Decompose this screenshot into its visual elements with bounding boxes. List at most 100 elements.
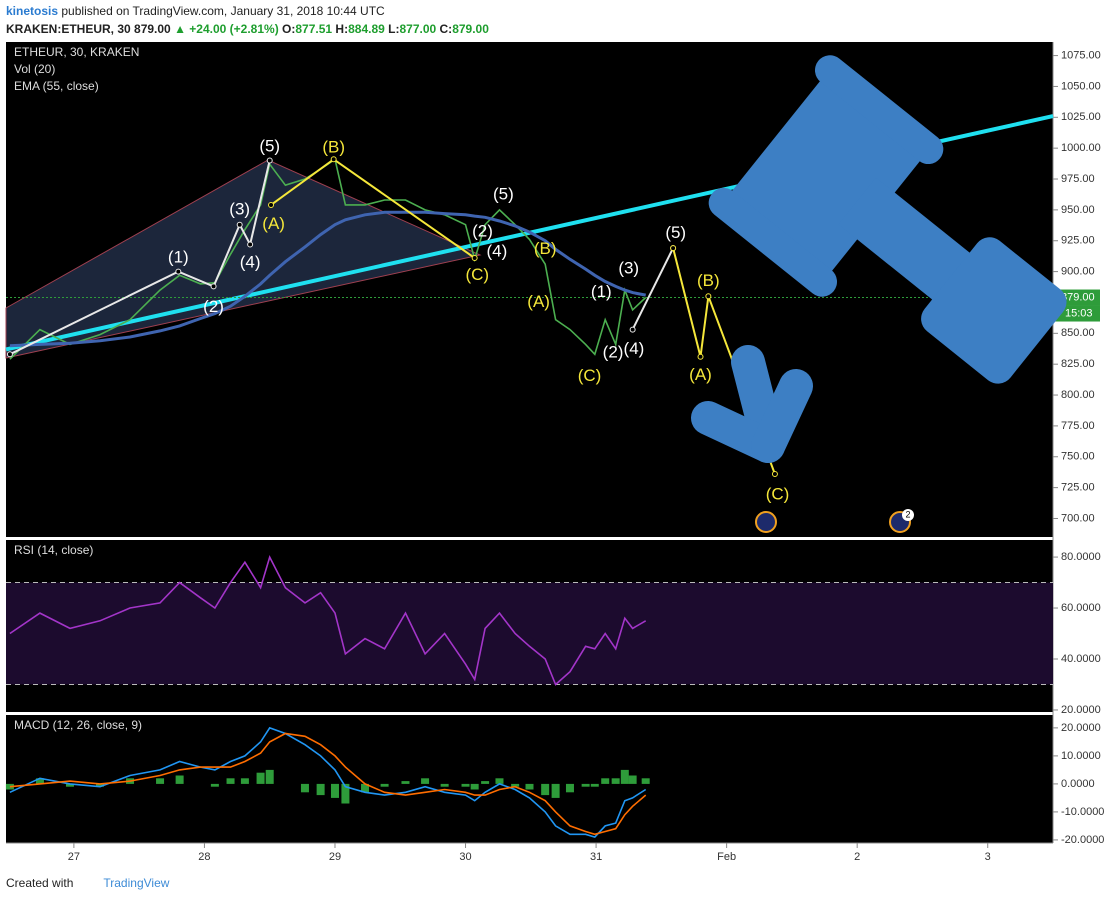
- x-tick-label: 2: [854, 851, 860, 863]
- wave-label: (B): [322, 138, 345, 157]
- ohlc-label: O:: [282, 22, 296, 36]
- pane-title: ETHEUR, 30, KRAKEN: [14, 45, 139, 59]
- histogram-bar: [481, 781, 490, 784]
- wave-point: [266, 157, 273, 164]
- footer: Created with TradingView: [6, 876, 169, 890]
- ohlc: O:877.51 H:884.89 L:877.00 C:879.00: [282, 22, 489, 36]
- y-tick-label: 700.00: [1061, 512, 1095, 524]
- x-tick-label: Feb: [717, 851, 736, 863]
- wave-point: [247, 241, 254, 248]
- legend-entry: EMA (55, close): [14, 79, 99, 93]
- y-tick-label: 800.00: [1061, 389, 1095, 401]
- histogram-bar: [551, 783, 560, 798]
- header-line: kinetosis published on TradingView.com, …: [6, 2, 489, 20]
- x-tick-label: 29: [329, 851, 341, 863]
- ohlc-label: L:: [388, 22, 400, 36]
- series-line: [9, 726, 647, 839]
- wave-point: [236, 221, 243, 228]
- y-tick-label: 925.00: [1061, 235, 1095, 247]
- y-tick-label: 975.00: [1061, 173, 1095, 185]
- histogram-bar: [601, 778, 610, 784]
- histogram-bar: [541, 783, 550, 796]
- histogram-bar: [440, 783, 449, 787]
- pane-label: Vol (20): [14, 62, 55, 76]
- ohlc-value: 879.00: [452, 22, 489, 36]
- wave-label: (4): [240, 252, 261, 271]
- wave-label: (A): [689, 365, 712, 384]
- histogram-bar: [525, 783, 534, 790]
- x-tick-label: 3: [985, 851, 991, 863]
- histogram-bar: [175, 775, 184, 784]
- histogram-bar: [265, 769, 274, 784]
- wave-label: (2): [203, 297, 224, 316]
- wave-point: [670, 245, 677, 252]
- ohlc-value: 884.89: [348, 22, 385, 36]
- pane-title: RSI (14, close): [14, 543, 93, 557]
- ohlc-value: 877.00: [399, 22, 437, 36]
- x-tick-label: 27: [68, 851, 80, 863]
- event-circle[interactable]: [755, 511, 777, 533]
- brand[interactable]: TradingView: [103, 876, 170, 890]
- wave-label: (C): [578, 366, 602, 385]
- wave-label: (C): [465, 265, 489, 284]
- badge-circle: [902, 509, 914, 521]
- histogram-bar: [421, 778, 430, 784]
- histogram-bar: [641, 778, 650, 784]
- wave-point: [6, 351, 13, 358]
- y-tick-label: 80.0000: [1061, 551, 1101, 563]
- wave-point: [210, 283, 217, 290]
- wave-point: [471, 255, 478, 262]
- histogram-bar: [628, 775, 637, 784]
- histogram-bar: [300, 783, 309, 793]
- ohlc-label: C:: [439, 22, 453, 36]
- y-tick-label: 1025.00: [1061, 111, 1101, 123]
- histogram-bar: [461, 783, 470, 787]
- y-tick-label: 1000.00: [1061, 142, 1101, 154]
- badge: 2: [905, 509, 910, 519]
- price-tag-label: 879.00: [1061, 291, 1095, 303]
- ohlc-label: H:: [335, 22, 349, 36]
- histogram-bar: [495, 778, 504, 784]
- y-tick-label: 1075.00: [1061, 49, 1101, 61]
- gavel-cap: [814, 55, 944, 165]
- wave-line: [9, 160, 271, 356]
- header-line: KRAKEN:ETHEUR, 30 879.00 ▲ +24.00 (+2.81…: [6, 20, 489, 38]
- y-tick-label: 950.00: [1061, 204, 1095, 216]
- wave-line: [631, 247, 674, 331]
- x-tick-label: 30: [459, 851, 471, 863]
- wave-label: (5): [259, 136, 280, 155]
- histogram-bar: [581, 783, 590, 787]
- wave-label: (5): [493, 185, 514, 204]
- series-line: [9, 554, 647, 686]
- histogram-bar: [565, 783, 574, 793]
- y-tick-label: 1050.00: [1061, 80, 1101, 92]
- y-tick-label: 900.00: [1061, 266, 1095, 278]
- gavel-grip: [921, 237, 1067, 384]
- pane-title: MACD (12, 26, close, 9): [14, 718, 142, 732]
- histogram-bar: [316, 783, 325, 796]
- change: ▲ +24.00 (+2.81%): [174, 22, 279, 36]
- y-tick-label: -10.0000: [1061, 806, 1104, 818]
- histogram-bar: [156, 778, 165, 784]
- y-tick-label: 20.0000: [1061, 722, 1101, 734]
- created: Created with: [6, 876, 74, 890]
- author[interactable]: kinetosis: [6, 4, 59, 18]
- histogram-bar: [380, 783, 389, 787]
- y-tick-label: 10.0000: [1061, 750, 1101, 762]
- histogram-bar: [590, 783, 599, 787]
- y-tick-label: 40.0000: [1061, 653, 1101, 665]
- y-tick-label: 725.00: [1061, 482, 1095, 494]
- y-tick-label: 775.00: [1061, 420, 1095, 432]
- histogram-bar: [511, 783, 520, 787]
- histogram-bar: [65, 783, 74, 787]
- wave-label: (B): [697, 271, 720, 290]
- series-line: [9, 732, 647, 836]
- arrow-wing: [751, 369, 813, 463]
- wave-point: [771, 471, 778, 478]
- pattern-shade: [5, 159, 482, 359]
- event-icon[interactable]: 2: [755, 509, 914, 533]
- histogram-bar: [401, 781, 410, 784]
- band-fill: [6, 582, 1053, 685]
- wave-label: (A): [527, 292, 550, 311]
